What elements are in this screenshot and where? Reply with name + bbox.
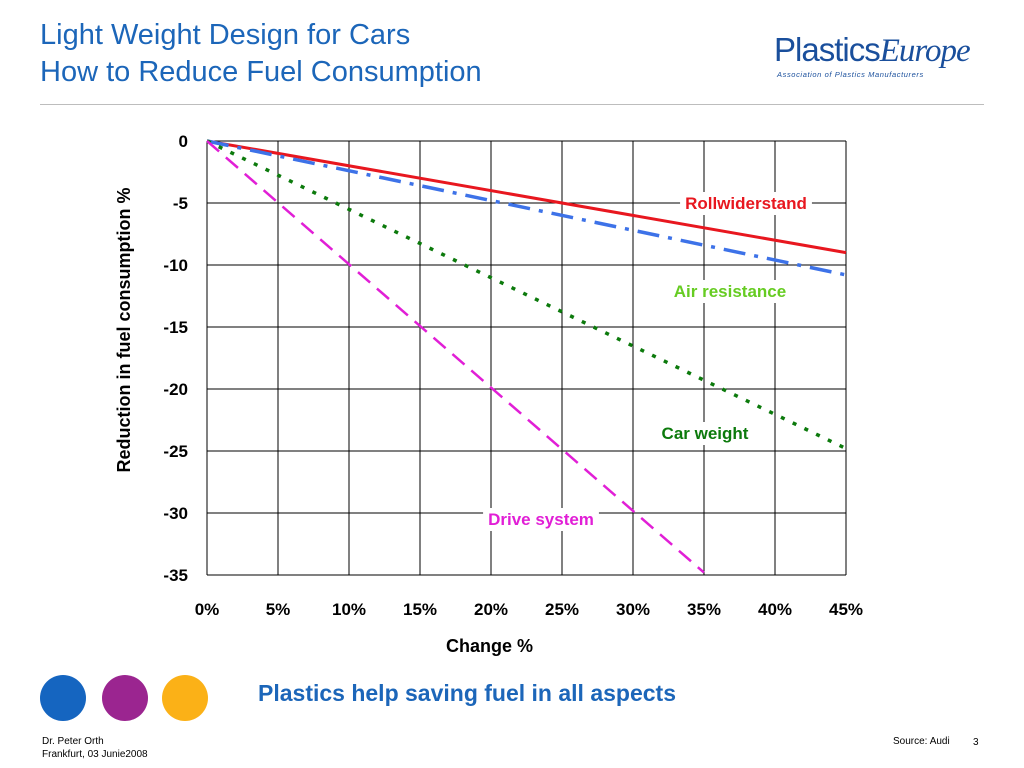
label-rollwiderstand-background — [680, 192, 812, 215]
header-divider — [40, 104, 984, 105]
x-axis-title: Change % — [446, 636, 533, 656]
footer-author-block: Dr. Peter Orth Frankfurt, 03 Junie2008 — [42, 735, 148, 761]
logo-word-plastics: Plastics — [774, 31, 881, 68]
slide-title: Light Weight Design for Cars How to Redu… — [40, 17, 482, 91]
plastics-europe-logo: PlasticsEurope Association of Plastics M… — [774, 30, 984, 82]
x-tick-label: 45% — [829, 600, 863, 619]
series-line-car-weight — [206, 139, 847, 451]
x-tick-label: 0% — [195, 600, 220, 619]
y-tick-label: -25 — [163, 442, 188, 461]
x-tick-label: 5% — [266, 600, 291, 619]
x-tick-label: 30% — [616, 600, 650, 619]
logo-subtitle: Association of Plastics Manufacturers — [777, 70, 924, 79]
y-tick-label: -5 — [173, 194, 188, 213]
logo-wordmark: PlasticsEurope — [774, 30, 971, 71]
x-tick-label: 40% — [758, 600, 792, 619]
x-tick-label: 25% — [545, 600, 579, 619]
x-tick-label: 35% — [687, 600, 721, 619]
y-tick-label: -10 — [163, 256, 188, 275]
label-drive-system: Drive system — [488, 510, 594, 529]
y-tick-label: -35 — [163, 566, 188, 585]
y-axis-title: Reduction in fuel consumption % — [114, 188, 134, 473]
blue-dot — [40, 675, 86, 721]
footer-author: Dr. Peter Orth — [42, 736, 104, 747]
title-line-2: How to Reduce Fuel Consumption — [40, 56, 482, 88]
orange-dot — [162, 675, 208, 721]
footer-place-date: Frankfurt, 03 Junie2008 — [42, 749, 148, 760]
logo-word-europe: Europe — [879, 33, 971, 69]
title-line-1: Light Weight Design for Cars — [40, 19, 411, 51]
footer-page-number: 3 — [973, 737, 979, 748]
label-car-weight-background — [656, 422, 754, 445]
label-air-resistance: Air resistance — [674, 282, 786, 301]
label-car-weight: Car weight — [662, 424, 749, 443]
y-tick-label: -15 — [163, 318, 188, 337]
series-line-rollwiderstand — [206, 139, 847, 255]
series-line-drive-system — [206, 140, 705, 574]
label-drive-system-background — [483, 508, 599, 531]
footer-source: Source: Audi — [893, 736, 950, 747]
tagline: Plastics help saving fuel in all aspects — [258, 680, 676, 706]
series-line-air-resistance — [206, 139, 847, 277]
x-tick-label: 10% — [332, 600, 366, 619]
x-tick-label: 20% — [474, 600, 508, 619]
y-tick-label: -30 — [163, 504, 188, 523]
label-rollwiderstand: Rollwiderstand — [685, 194, 807, 213]
x-tick-label: 15% — [403, 600, 437, 619]
purple-dot — [102, 675, 148, 721]
y-tick-label: -20 — [163, 380, 188, 399]
y-tick-label: 0 — [179, 132, 188, 151]
label-air-resistance-background — [668, 280, 792, 303]
